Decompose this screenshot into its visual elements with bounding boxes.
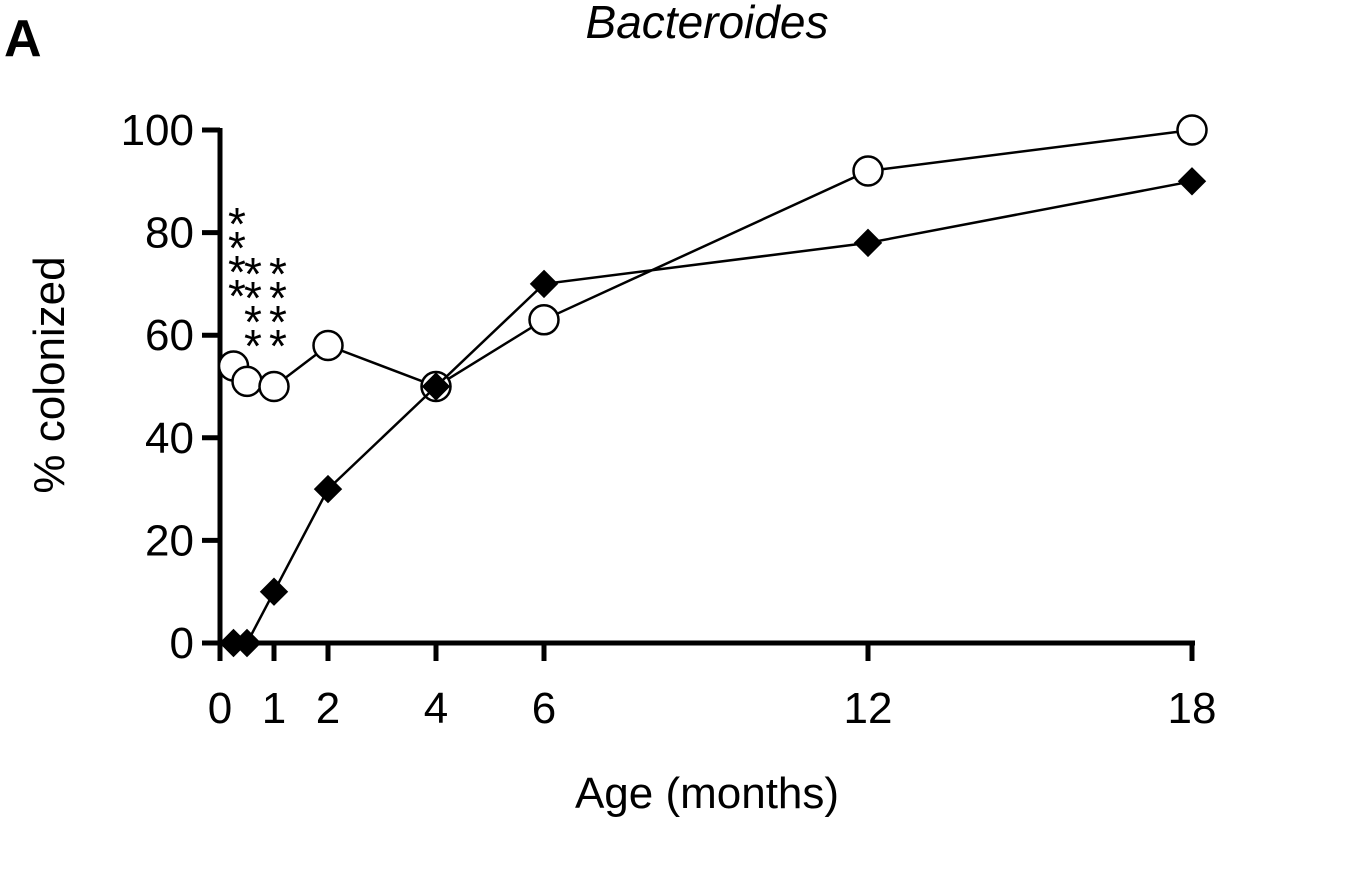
data-point-diamond — [421, 372, 451, 401]
significance-annotation: * — [228, 222, 246, 274]
significance-annotation: * — [269, 272, 287, 324]
data-point-diamond — [259, 577, 289, 606]
x-tick-label: 0 — [208, 684, 232, 733]
y-axis-label: % colonized — [25, 256, 74, 493]
data-point-diamond — [853, 228, 883, 258]
data-point-diamond — [313, 474, 343, 504]
significance-annotation: * — [269, 248, 287, 300]
x-tick-label: 1 — [262, 684, 286, 733]
data-point-circle — [1176, 114, 1208, 146]
data-point-diamond — [1177, 167, 1207, 196]
chart-title: Bacteroides — [586, 0, 829, 48]
x-tick-label: 2 — [316, 684, 340, 733]
significance-annotation: * — [269, 296, 287, 348]
series-1 — [217, 114, 1208, 403]
y-tick-label: 0 — [170, 619, 194, 668]
panel-label: A — [4, 10, 42, 68]
data-point-diamond — [232, 628, 262, 658]
series-2-line — [233, 180, 1193, 645]
significance-annotation: * — [244, 296, 262, 348]
significance-annotation: * — [244, 248, 262, 300]
y-tick-label: 100 — [121, 106, 194, 155]
x-tick-label: 4 — [424, 684, 448, 733]
x-tick-label: 12 — [844, 684, 893, 733]
annotation-layer: **** ******** — [228, 198, 287, 372]
y-tick-label: 80 — [145, 209, 194, 258]
data-point-circle — [528, 304, 560, 336]
data-point-circle — [852, 155, 884, 187]
significance-annotation: * — [228, 198, 246, 250]
y-tick-label: 60 — [145, 311, 194, 360]
data-point-diamond — [529, 269, 559, 299]
series-layer — [217, 114, 1208, 658]
significance-annotation: * — [228, 246, 246, 298]
data-point-circle — [312, 329, 344, 362]
x-tick-label: 18 — [1168, 684, 1217, 733]
y-tick-label: 20 — [145, 516, 194, 565]
significance-annotation: * — [269, 320, 287, 372]
x-axis-label: Age (months) — [575, 769, 839, 818]
significance-annotation: * — [228, 270, 246, 322]
significance-annotation: * — [244, 320, 262, 372]
y-tick-label: 40 — [145, 414, 194, 463]
significance-annotation: * — [244, 272, 262, 324]
data-point-circle — [258, 370, 290, 403]
series-1-line — [232, 128, 1193, 388]
x-tick-label: 6 — [532, 684, 556, 733]
series-2 — [219, 167, 1207, 658]
